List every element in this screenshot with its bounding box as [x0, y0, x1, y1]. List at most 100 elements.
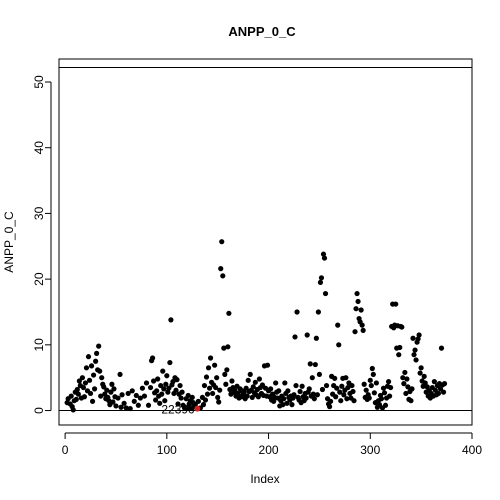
- data-point: [373, 380, 379, 386]
- data-point: [141, 393, 148, 399]
- data-point: [164, 373, 170, 379]
- data-point: [438, 345, 445, 351]
- data-point: [378, 396, 385, 402]
- data-point: [70, 407, 76, 413]
- data-point: [402, 369, 408, 376]
- data-point: [388, 384, 394, 391]
- data-point: [250, 384, 256, 390]
- data-point: [160, 368, 166, 374]
- data-point: [165, 389, 171, 395]
- data-point: [291, 392, 297, 398]
- data-point: [210, 390, 216, 397]
- data-point: [367, 377, 373, 383]
- data-point: [371, 390, 377, 396]
- data-point: [229, 378, 235, 384]
- data-point: [304, 332, 310, 338]
- data-point: [85, 354, 92, 360]
- data-point: [333, 394, 339, 400]
- data-point: [82, 380, 89, 386]
- data-point: [322, 290, 329, 297]
- data-point: [345, 384, 351, 391]
- data-point: [235, 390, 241, 397]
- data-point: [350, 388, 356, 395]
- data-point: [137, 395, 143, 401]
- data-point: [306, 386, 312, 392]
- data-point: [245, 377, 251, 383]
- data-point: [118, 404, 124, 410]
- data-point: [289, 402, 295, 408]
- data-point: [397, 344, 403, 351]
- data-point: [106, 398, 112, 404]
- data-point: [92, 386, 98, 392]
- data-point: [343, 375, 349, 381]
- data-point: [173, 387, 179, 393]
- data-point: [323, 382, 330, 389]
- x-tick-label: 0: [62, 443, 69, 457]
- data-point: [320, 251, 327, 257]
- data-point: [129, 388, 135, 394]
- reference-lines: [59, 67, 472, 412]
- data-point: [121, 400, 127, 406]
- data-point: [411, 352, 417, 358]
- highlight-point: [194, 405, 201, 412]
- data-point: [217, 387, 223, 393]
- data-point: [74, 386, 80, 393]
- data-point: [416, 332, 422, 338]
- data-point: [158, 382, 164, 389]
- data-point: [403, 390, 409, 397]
- data-point: [335, 322, 341, 328]
- data-point: [151, 378, 157, 384]
- data-point: [369, 365, 375, 372]
- data-point: [297, 388, 303, 395]
- data-point: [175, 401, 181, 407]
- data-point: [170, 379, 176, 385]
- data-point: [310, 391, 316, 397]
- data-point: [113, 403, 119, 409]
- y-axis: 0 10 20 30 40 50: [32, 75, 52, 414]
- data-point: [321, 255, 328, 261]
- data-point: [271, 398, 277, 404]
- data-point: [110, 399, 116, 405]
- data-point: [339, 383, 345, 389]
- data-point: [153, 397, 159, 403]
- data-point: [417, 370, 423, 376]
- data-points: [64, 239, 448, 413]
- y-tick-label: 20: [32, 272, 46, 286]
- data-point: [215, 394, 221, 401]
- y-tick-label: 50: [32, 75, 46, 89]
- data-point: [311, 396, 317, 402]
- data-point: [413, 357, 419, 363]
- data-point: [405, 384, 411, 390]
- data-point: [207, 355, 214, 361]
- data-point: [293, 382, 299, 389]
- data-point: [366, 395, 372, 401]
- data-point: [93, 358, 99, 364]
- data-point: [332, 375, 338, 381]
- data-point: [303, 395, 309, 401]
- data-point: [163, 381, 169, 387]
- x-axis-label: Index: [250, 472, 279, 486]
- data-point: [123, 405, 129, 411]
- data-point: [244, 393, 250, 399]
- data-point: [213, 384, 219, 391]
- data-point: [316, 371, 323, 378]
- data-point: [89, 398, 96, 404]
- data-point: [276, 388, 282, 394]
- data-point: [119, 392, 125, 398]
- data-point: [255, 394, 261, 400]
- data-point: [214, 375, 220, 381]
- data-point: [205, 365, 212, 371]
- data-point: [216, 399, 222, 405]
- data-point: [353, 306, 359, 312]
- data-point: [309, 375, 315, 381]
- data-point: [97, 368, 103, 374]
- data-point: [341, 392, 347, 398]
- data-point: [200, 402, 207, 408]
- data-point: [168, 317, 174, 323]
- data-point: [185, 392, 191, 399]
- chart-title: ANPP_0_C: [228, 24, 296, 39]
- data-point: [161, 386, 167, 392]
- data-point: [203, 374, 210, 380]
- data-point: [259, 382, 266, 388]
- data-point: [99, 375, 105, 381]
